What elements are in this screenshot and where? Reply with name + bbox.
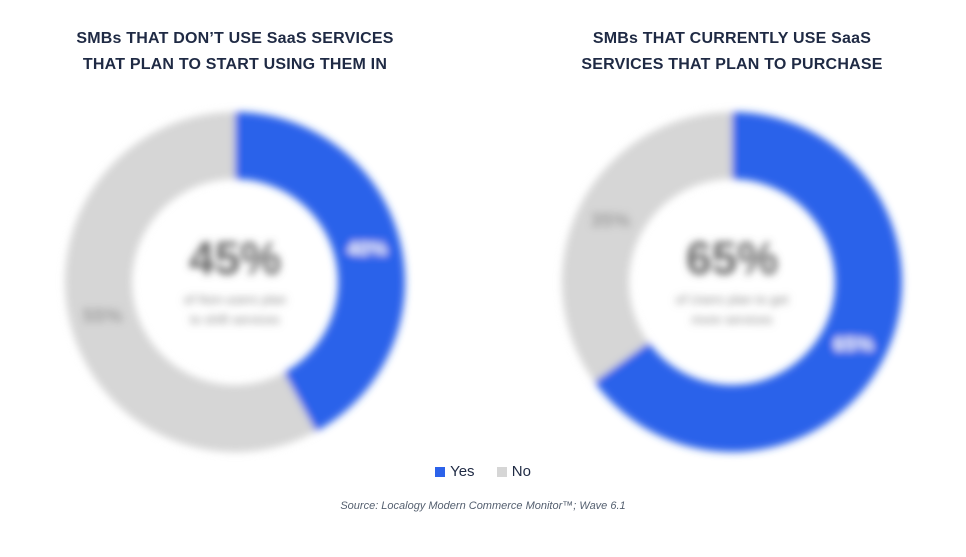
legend-label: Yes (450, 463, 475, 480)
legend-swatch-no (496, 466, 507, 477)
chart-title: SMBs THAT DON’T USE SaaS SERVICES THAT P… (15, 26, 455, 78)
center-value: 65% (686, 232, 778, 284)
legend-swatch-yes (435, 466, 446, 477)
donut-slice-no (562, 112, 732, 382)
slice-data-label: 65% (834, 334, 874, 356)
center-caption: of Non-users plan (184, 292, 287, 307)
chart-title-line: SMBs THAT DON’T USE SaaS SERVICES (76, 30, 394, 47)
legend-item-no[interactable]: No (496, 463, 531, 480)
chart-panel-non-users: SMBs THAT DON’T USE SaaS SERVICES THAT P… (15, 0, 455, 470)
chart-title: SMBs THAT CURRENTLY USE SaaS SERVICES TH… (512, 26, 952, 78)
source-note: Source: Localogy Modern Commerce Monitor… (340, 500, 626, 512)
slice-data-label: 40% (347, 238, 387, 260)
legend-label: No (511, 463, 531, 480)
donut-slice-no (65, 112, 316, 452)
chart-panel-users: SMBs THAT CURRENTLY USE SaaS SERVICES TH… (512, 0, 952, 470)
center-value: 45% (189, 232, 281, 284)
donut-blur-group: 40% 55% 45% of Non-users plan to shift servi… (65, 112, 405, 452)
legend-item-yes[interactable]: Yes (435, 463, 475, 480)
chart-title-line: SMBs THAT CURRENTLY USE SaaS (592, 30, 872, 47)
chart-title-line: THAT PLAN TO START USING THEM IN (82, 56, 388, 73)
slice-data-label: 35% (590, 210, 630, 232)
chart-legend: Yes No (0, 463, 966, 481)
center-caption: to shift services (190, 312, 280, 327)
donut-slice-yes (594, 112, 902, 453)
chart-title-line: SERVICES THAT PLAN TO PURCHASE (581, 56, 883, 73)
donut-chart-users: 65% 35% 65% of Users plan to get more servic… (562, 112, 902, 453)
donut-blur-group: 65% 35% 65% of Users plan to get more servic… (562, 112, 902, 453)
donut-chart-non-users: 40% 55% 45% of Non-users plan to shift servi… (65, 112, 405, 452)
center-caption: of Users plan to get (676, 292, 789, 307)
slice-data-label: 55% (83, 306, 123, 328)
donut-slice-yes (235, 112, 405, 432)
center-caption: more services (692, 312, 773, 327)
